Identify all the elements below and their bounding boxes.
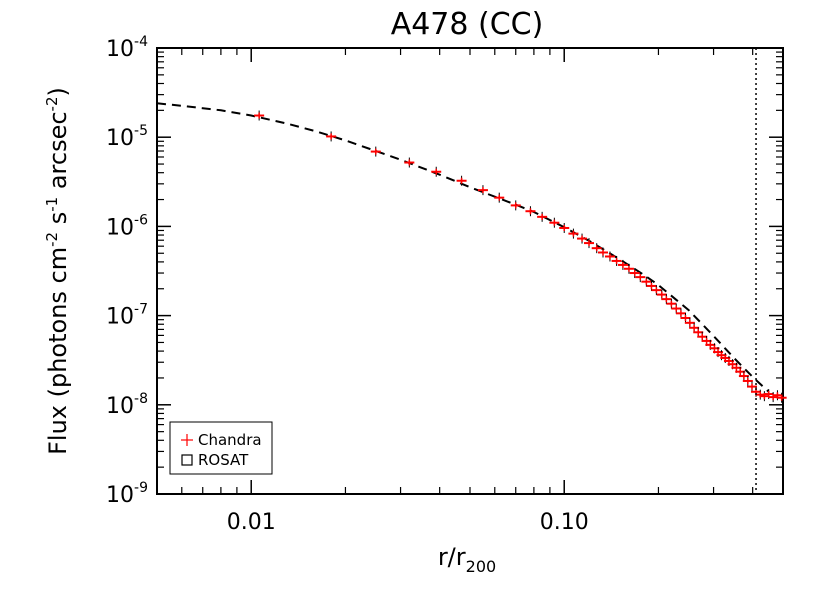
chandra-point — [623, 263, 634, 274]
chandra-point — [693, 327, 704, 338]
chandra-point — [675, 308, 686, 319]
chandra-point — [370, 146, 381, 157]
chandra-point — [510, 200, 521, 211]
legend-label-chandra: Chandra — [198, 431, 262, 449]
chandra-point — [404, 157, 415, 168]
chandra-points-group — [254, 110, 787, 403]
chandra-point — [568, 228, 579, 239]
chandra-point — [680, 312, 691, 323]
chandra-point — [776, 392, 787, 403]
x-tick-label: 0.01 — [227, 510, 276, 535]
chandra-point — [651, 285, 662, 296]
chandra-point — [617, 259, 628, 270]
chandra-point — [494, 192, 505, 203]
chandra-point — [661, 294, 672, 305]
chandra-point — [549, 217, 560, 228]
y-tick-label: 10-7 — [106, 302, 148, 330]
x-axis-label: r/r200 — [438, 543, 496, 576]
chandra-point — [611, 255, 622, 266]
model-curve — [156, 102, 770, 393]
chandra-point — [431, 166, 442, 177]
chandra-point — [597, 247, 608, 258]
y-axis-label: Flux (photons cm-2 s-1 arcsec-2) — [43, 87, 72, 455]
chandra-point — [742, 375, 753, 386]
chandra-point — [738, 371, 749, 382]
chandra-point — [456, 175, 467, 186]
chandra-point — [689, 322, 700, 333]
chandra-point — [326, 131, 337, 142]
legend-plus-icon — [181, 434, 193, 446]
chandra-point — [656, 289, 667, 300]
legend-square-icon — [181, 454, 193, 466]
legend: Chandra ROSAT — [169, 421, 273, 475]
chandra-point — [635, 272, 646, 283]
chandra-point — [666, 298, 677, 309]
y-tick-label: 10-5 — [106, 123, 148, 151]
y-tick-label: 10-8 — [106, 391, 148, 419]
y-tick-label: 10-9 — [106, 480, 148, 508]
legend-label-rosat: ROSAT — [198, 451, 249, 469]
axis-ticks — [156, 47, 784, 495]
chandra-point — [254, 110, 265, 121]
chandra-point — [671, 303, 682, 314]
y-tick-label: 10-6 — [106, 212, 148, 240]
chandra-point — [537, 211, 548, 222]
model-curve-group — [156, 102, 770, 393]
y-tick-label: 10-4 — [106, 34, 148, 62]
chandra-point — [684, 317, 695, 328]
chandra-point — [641, 276, 652, 287]
chandra-point — [477, 185, 488, 196]
chandra-point — [604, 251, 615, 262]
axis-tick-labels: 0.01 0.10 10-4 10-5 10-6 10-7 10-8 10-9 — [106, 34, 589, 535]
chandra-point — [591, 243, 602, 254]
chandra-point — [525, 206, 536, 217]
chandra-point — [746, 381, 757, 392]
chart-title: A478 (CC) — [391, 7, 544, 42]
chandra-point — [629, 268, 640, 279]
x-tick-label: 0.10 — [540, 510, 589, 535]
chandra-point — [577, 233, 588, 244]
chandra-point — [559, 222, 570, 233]
chandra-point — [584, 238, 595, 249]
